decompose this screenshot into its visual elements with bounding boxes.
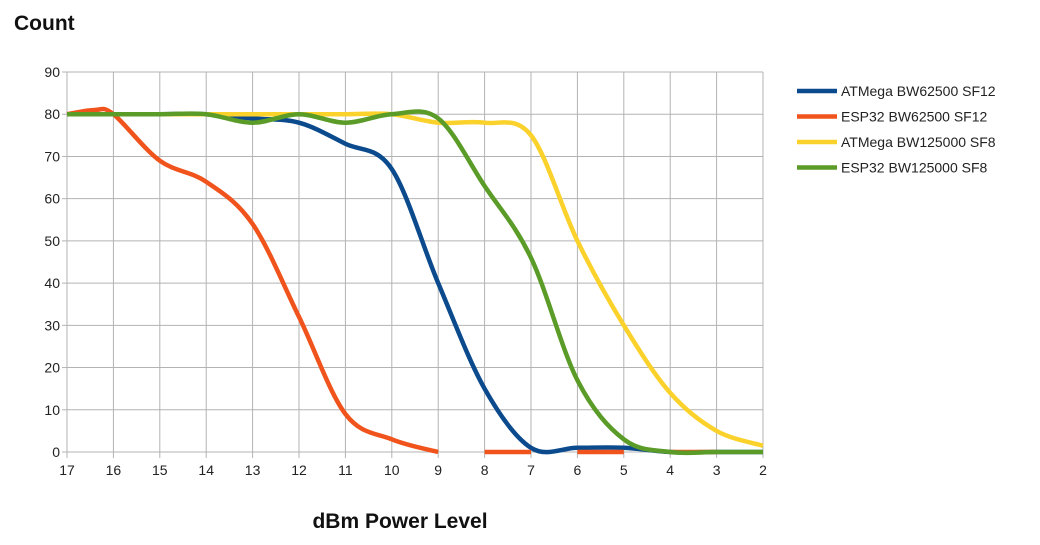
x-tick-label: 10 (384, 462, 400, 478)
x-tick-label: 4 (666, 462, 674, 478)
y-tick-label: 40 (44, 275, 60, 291)
legend-label: ESP32 BW125000 SF8 (841, 160, 988, 176)
x-tick-label: 11 (338, 462, 353, 478)
x-tick-label: 15 (152, 462, 168, 478)
y-tick-label: 20 (44, 360, 60, 376)
x-tick-label: 6 (574, 462, 582, 478)
y-tick-label: 0 (52, 444, 60, 460)
x-tick-label: 14 (198, 462, 214, 478)
series-line-3 (66, 111, 764, 448)
x-tick-label: 12 (291, 462, 307, 478)
x-axis-title: dBm Power Level (312, 510, 487, 533)
y-tick-label: 90 (44, 64, 60, 80)
x-tick-label: 16 (106, 462, 122, 478)
x-tick-label: 17 (59, 462, 75, 478)
y-tick-label: 70 (44, 148, 60, 164)
legend-label: ATMega BW62500 SF12 (841, 83, 996, 99)
y-tick-label: 80 (44, 106, 60, 122)
x-tick-label: 13 (245, 462, 261, 478)
x-tick-label: 7 (527, 462, 535, 478)
tick-labels: 0 10 20 30 40 50 60 70 80 90 17 16 15 14 13 12 11 10 9 8 7 6 5… (44, 64, 767, 478)
y-tick-label: 60 (44, 191, 60, 207)
series-line-2 (66, 106, 439, 455)
y-tick-label: 50 (44, 233, 60, 249)
x-tick-label: 5 (620, 462, 628, 478)
y-axis-title: Count (14, 12, 75, 35)
plot-grid (62, 71, 764, 458)
y-tick-label: 10 (44, 402, 60, 418)
x-tick-label: 9 (434, 462, 442, 478)
x-tick-label: 2 (759, 462, 767, 478)
legend: ATMega BW62500 SF12 ESP32 BW62500 SF12 ATM… (797, 83, 996, 176)
legend-label: ATMega BW125000 SF8 (841, 134, 996, 150)
series-line-4 (66, 109, 763, 456)
x-tick-label: 8 (481, 462, 489, 478)
x-tick-label: 3 (713, 462, 721, 478)
legend-label: ESP32 BW62500 SF12 (841, 109, 988, 125)
series-lines (66, 106, 764, 456)
y-tick-label: 30 (44, 317, 60, 333)
